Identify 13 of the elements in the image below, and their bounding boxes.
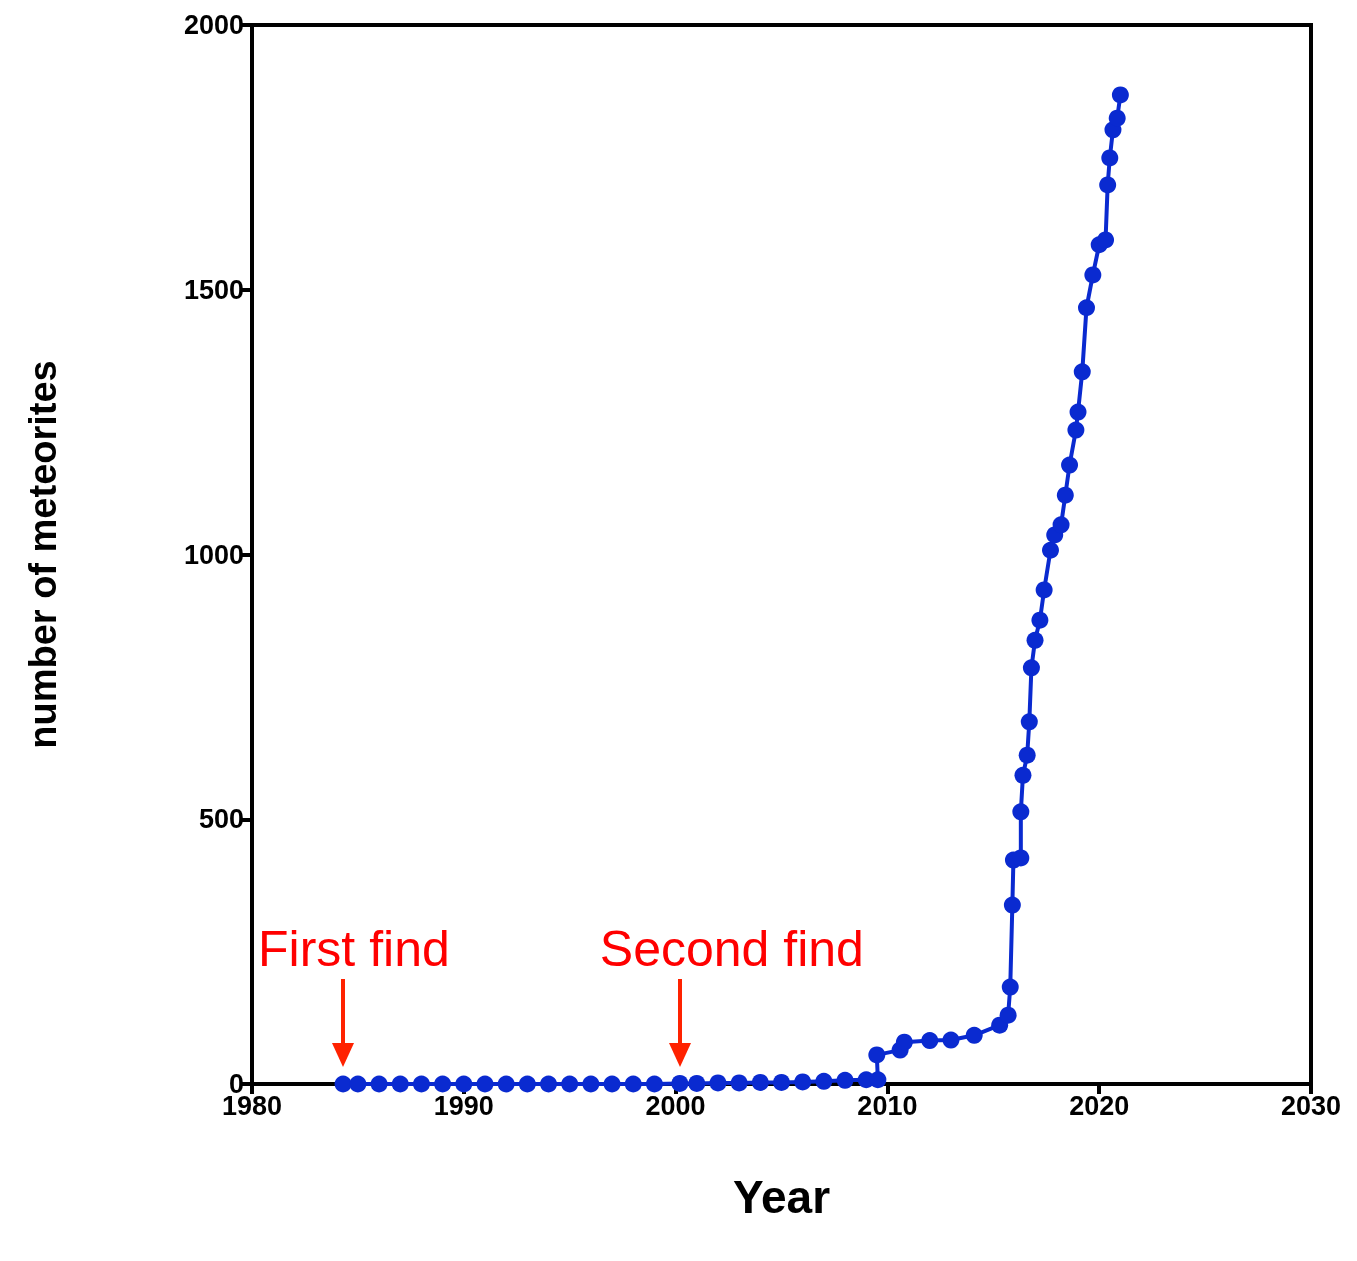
x-tick-label: 1990 bbox=[433, 1090, 494, 1121]
x-tick-label: 2000 bbox=[645, 1090, 706, 1121]
y-tick-label: 1500 bbox=[183, 274, 244, 305]
y-tick-label: 1000 bbox=[183, 539, 244, 570]
x-axis-title: Year bbox=[732, 1171, 831, 1223]
x-tick-label: 2010 bbox=[857, 1090, 918, 1121]
annotation: Second find bbox=[599, 921, 864, 977]
y-tick-label: 500 bbox=[198, 804, 244, 835]
y-axis-title: number of meteorites bbox=[22, 360, 64, 749]
x-tick-label: 2020 bbox=[1069, 1090, 1130, 1121]
annotation: First find bbox=[258, 921, 450, 977]
x-tick-label: 2030 bbox=[1280, 1090, 1342, 1121]
y-tick-label: 2000 bbox=[183, 10, 244, 40]
